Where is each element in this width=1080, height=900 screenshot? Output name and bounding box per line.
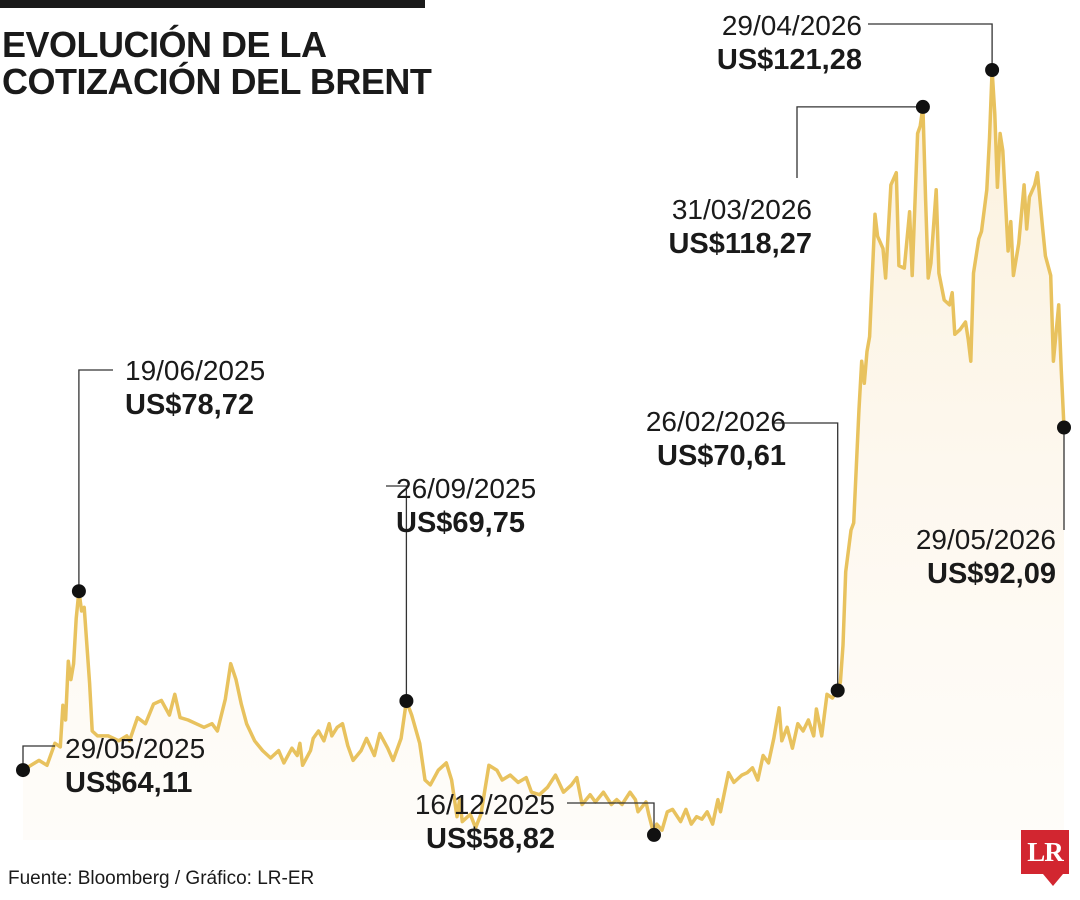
annotation-price: US$58,82 — [426, 823, 555, 855]
annotation-date: 29/04/2026 — [722, 10, 862, 41]
highlight-point — [831, 684, 845, 698]
annotation-date: 26/09/2025 — [396, 473, 536, 504]
highlight-point — [16, 763, 30, 777]
source-note: Fuente: Bloomberg / Gráfico: LR-ER — [8, 868, 314, 890]
annotation-date: 26/02/2026 — [646, 406, 786, 437]
lr-logo-tail — [1043, 874, 1063, 886]
highlight-point — [72, 584, 86, 598]
annotation-price: US$78,72 — [125, 389, 254, 421]
annotation-leader-line — [797, 107, 923, 178]
annotation-date: 29/05/2025 — [65, 733, 205, 764]
annotation-date: 16/12/2025 — [415, 789, 555, 820]
annotation-price: US$121,28 — [717, 44, 862, 76]
highlight-point — [399, 694, 413, 708]
highlight-point — [647, 828, 661, 842]
annotation-price: US$92,09 — [927, 558, 1056, 590]
annotation-price: US$70,61 — [657, 440, 786, 472]
lr-logo: LR — [1021, 830, 1069, 874]
annotation-price: US$64,11 — [65, 767, 192, 799]
highlight-point — [916, 100, 930, 114]
annotation-price: US$118,27 — [668, 228, 812, 260]
annotation-date: 19/06/2025 — [125, 355, 265, 386]
annotation-date: 29/05/2026 — [916, 524, 1056, 555]
annotation-date: 31/03/2026 — [672, 194, 812, 225]
highlight-point — [1057, 421, 1071, 435]
area-fill — [23, 70, 1064, 840]
annotation-price: US$69,75 — [396, 507, 525, 539]
area-fill-layer — [23, 70, 1064, 840]
annotation-leader-line — [79, 370, 113, 591]
highlight-point — [985, 63, 999, 77]
annotation-leader-line — [868, 24, 992, 70]
